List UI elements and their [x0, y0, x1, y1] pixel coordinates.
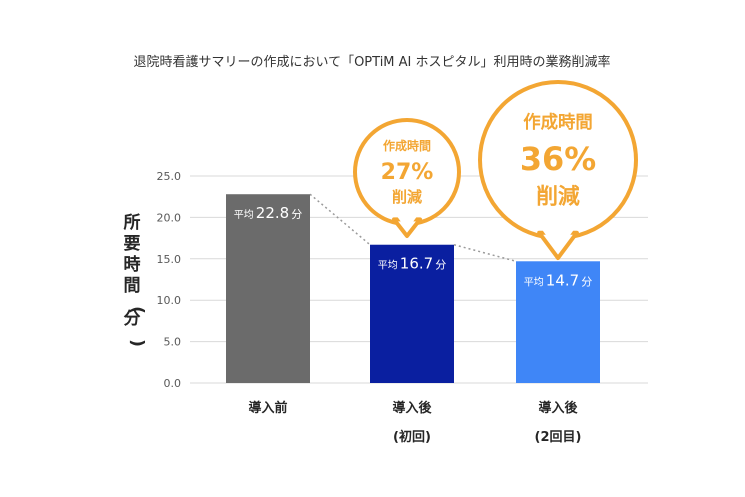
- reduction-callouts: 作成時間 27% 削減 作成時間 36% 削減: [353, 80, 638, 260]
- value-prefix: 平均: [524, 276, 544, 288]
- x-category-label: 導入前: [248, 400, 287, 416]
- callout-heading: 作成時間: [523, 112, 593, 133]
- value-prefix: 平均: [234, 209, 254, 221]
- y-axis-label-char: 分: [124, 309, 141, 329]
- y-axis-label-char: 間: [124, 276, 141, 296]
- y-axis-label-char: 時: [124, 254, 141, 275]
- y-tick-label: 0.0: [164, 377, 182, 390]
- y-axis-label-char: ): [127, 339, 147, 347]
- y-tick-label: 5.0: [164, 336, 182, 349]
- value-unit: 分: [435, 259, 446, 272]
- y-tick-label: 10.0: [157, 294, 182, 307]
- bar-value-label: 平均 22.8 分: [234, 204, 302, 222]
- x-category-sublabel: (初回): [393, 429, 431, 445]
- x-axis-labels: 導入前 導入後 (初回) 導入後 (2回目): [248, 400, 581, 445]
- value-unit: 分: [291, 208, 302, 221]
- bars: [226, 194, 600, 383]
- bar: [516, 261, 600, 383]
- y-axis-label-char: 所: [124, 213, 141, 233]
- bar-value-label: 平均 14.7 分: [524, 271, 592, 289]
- value-number: 22.8: [256, 204, 289, 222]
- chart-title: 退院時看護サマリーの作成において「OPTiM AI ホスピタル」利用時の業務削減…: [133, 54, 610, 70]
- x-category-label: 導入後: [392, 400, 432, 416]
- y-axis-label-char: 要: [124, 234, 141, 254]
- callout-heading: 作成時間: [383, 138, 431, 153]
- y-axis-label-char: (: [127, 306, 147, 314]
- trend-connectors: [309, 193, 517, 263]
- y-axis-ticks: 0.0 5.0 10.0 15.0 20.0 25.0: [157, 170, 182, 390]
- y-tick-label: 15.0: [157, 253, 182, 266]
- value-number: 16.7: [400, 255, 433, 273]
- reduction-callout: 作成時間 36% 削減: [478, 80, 638, 260]
- trend-connector: [453, 243, 517, 263]
- value-labels: 平均 22.8 分平均 16.7 分平均 14.7 分: [234, 204, 592, 289]
- callout-percent: 27%: [381, 160, 434, 185]
- y-tick-label: 20.0: [157, 211, 182, 224]
- x-category-sublabel: (2回目): [535, 430, 582, 445]
- bar: [226, 194, 310, 383]
- value-prefix: 平均: [378, 260, 398, 272]
- callout-reduction: 削減: [536, 185, 580, 210]
- y-tick-label: 25.0: [157, 170, 182, 183]
- bar: [370, 244, 454, 383]
- value-number: 14.7: [546, 271, 579, 289]
- callout-reduction: 削減: [392, 188, 422, 206]
- callout-percent: 36%: [520, 140, 596, 178]
- reduction-callout: 作成時間 27% 削減: [353, 118, 461, 238]
- bar-value-label: 平均 16.7 分: [378, 255, 446, 273]
- trend-connector: [309, 193, 371, 246]
- x-category-label: 導入後: [538, 400, 578, 416]
- value-unit: 分: [581, 275, 592, 288]
